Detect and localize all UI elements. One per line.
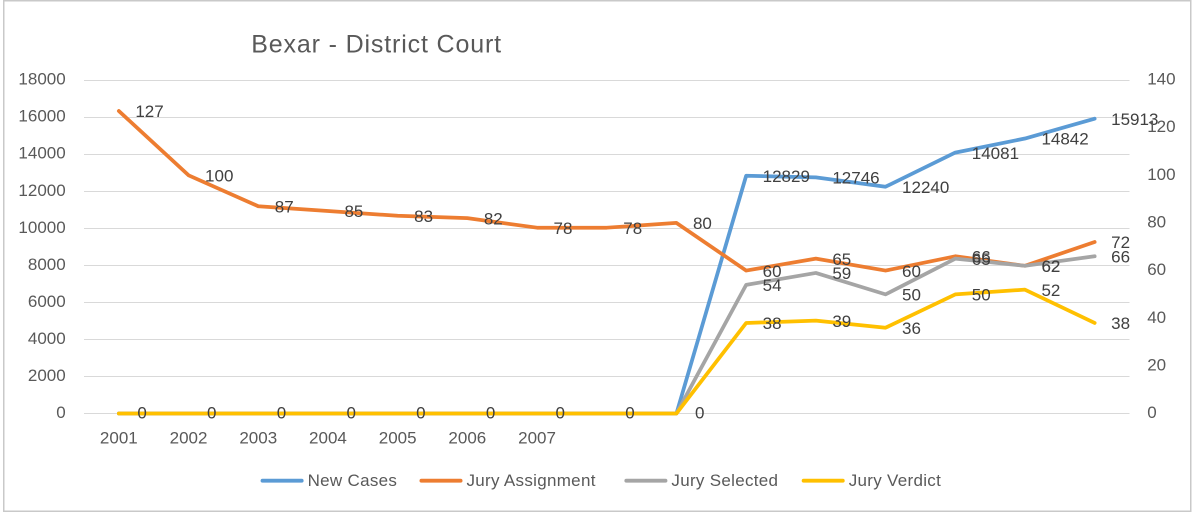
- svg-text:60: 60: [763, 262, 782, 281]
- svg-text:40: 40: [1147, 308, 1166, 327]
- svg-text:14081: 14081: [972, 144, 1019, 163]
- svg-text:120: 120: [1147, 117, 1175, 136]
- svg-text:82: 82: [484, 209, 503, 228]
- svg-text:78: 78: [623, 219, 642, 238]
- svg-text:38: 38: [763, 314, 782, 333]
- svg-text:20: 20: [1147, 355, 1166, 374]
- svg-text:0: 0: [625, 404, 634, 423]
- svg-text:78: 78: [554, 219, 573, 238]
- svg-text:15913: 15913: [1111, 110, 1158, 129]
- svg-text:60: 60: [902, 262, 921, 281]
- svg-text:50: 50: [972, 286, 991, 305]
- svg-text:0: 0: [1147, 403, 1156, 422]
- svg-text:0: 0: [277, 404, 286, 423]
- svg-text:66: 66: [1111, 247, 1130, 266]
- svg-text:65: 65: [832, 250, 851, 269]
- svg-text:2003: 2003: [239, 429, 277, 448]
- svg-text:66: 66: [972, 247, 991, 266]
- svg-text:140: 140: [1147, 70, 1175, 89]
- svg-text:38: 38: [1111, 314, 1130, 333]
- svg-text:80: 80: [693, 214, 712, 233]
- svg-text:0: 0: [137, 404, 146, 423]
- svg-text:18000: 18000: [18, 70, 65, 89]
- svg-text:6000: 6000: [28, 292, 66, 311]
- svg-text:Jury Assignment: Jury Assignment: [467, 471, 596, 490]
- svg-text:127: 127: [135, 102, 163, 121]
- svg-text:0: 0: [416, 404, 425, 423]
- svg-text:52: 52: [1041, 281, 1060, 300]
- svg-text:83: 83: [414, 207, 433, 226]
- svg-text:65: 65: [972, 250, 991, 269]
- svg-text:Bexar - District Court: Bexar - District Court: [251, 31, 502, 59]
- svg-text:60: 60: [1147, 260, 1166, 279]
- svg-text:0: 0: [56, 403, 65, 422]
- svg-text:59: 59: [832, 264, 851, 283]
- svg-text:36: 36: [902, 319, 921, 338]
- svg-text:39: 39: [832, 312, 851, 331]
- svg-text:0: 0: [346, 404, 355, 423]
- svg-text:100: 100: [205, 166, 233, 185]
- svg-text:72: 72: [1111, 233, 1130, 252]
- svg-text:14842: 14842: [1041, 130, 1088, 149]
- svg-text:14000: 14000: [18, 144, 65, 163]
- svg-text:0: 0: [695, 404, 704, 423]
- svg-text:80: 80: [1147, 213, 1166, 232]
- svg-text:2006: 2006: [448, 429, 486, 448]
- svg-text:2002: 2002: [170, 429, 208, 448]
- svg-text:50: 50: [902, 286, 921, 305]
- svg-text:2004: 2004: [309, 429, 347, 448]
- svg-text:12000: 12000: [18, 181, 65, 200]
- svg-text:Jury Selected: Jury Selected: [671, 471, 778, 490]
- svg-text:12240: 12240: [902, 178, 949, 197]
- svg-text:54: 54: [763, 276, 782, 295]
- svg-text:16000: 16000: [18, 107, 65, 126]
- svg-text:87: 87: [275, 197, 294, 216]
- svg-text:4000: 4000: [28, 329, 66, 348]
- svg-text:0: 0: [486, 404, 495, 423]
- svg-text:8000: 8000: [28, 255, 66, 274]
- svg-text:2000: 2000: [28, 366, 66, 385]
- svg-text:New Cases: New Cases: [308, 471, 398, 490]
- svg-text:0: 0: [207, 404, 216, 423]
- svg-text:Jury Verdict: Jury Verdict: [849, 471, 941, 490]
- svg-text:100: 100: [1147, 165, 1175, 184]
- svg-text:12829: 12829: [763, 167, 810, 186]
- svg-text:62: 62: [1041, 257, 1060, 276]
- svg-text:12746: 12746: [832, 169, 879, 188]
- svg-text:62: 62: [1041, 257, 1060, 276]
- svg-text:85: 85: [344, 202, 363, 221]
- svg-text:2001: 2001: [100, 429, 138, 448]
- svg-text:2007: 2007: [518, 429, 556, 448]
- svg-text:0: 0: [556, 404, 565, 423]
- svg-text:2005: 2005: [379, 429, 417, 448]
- svg-text:10000: 10000: [18, 218, 65, 237]
